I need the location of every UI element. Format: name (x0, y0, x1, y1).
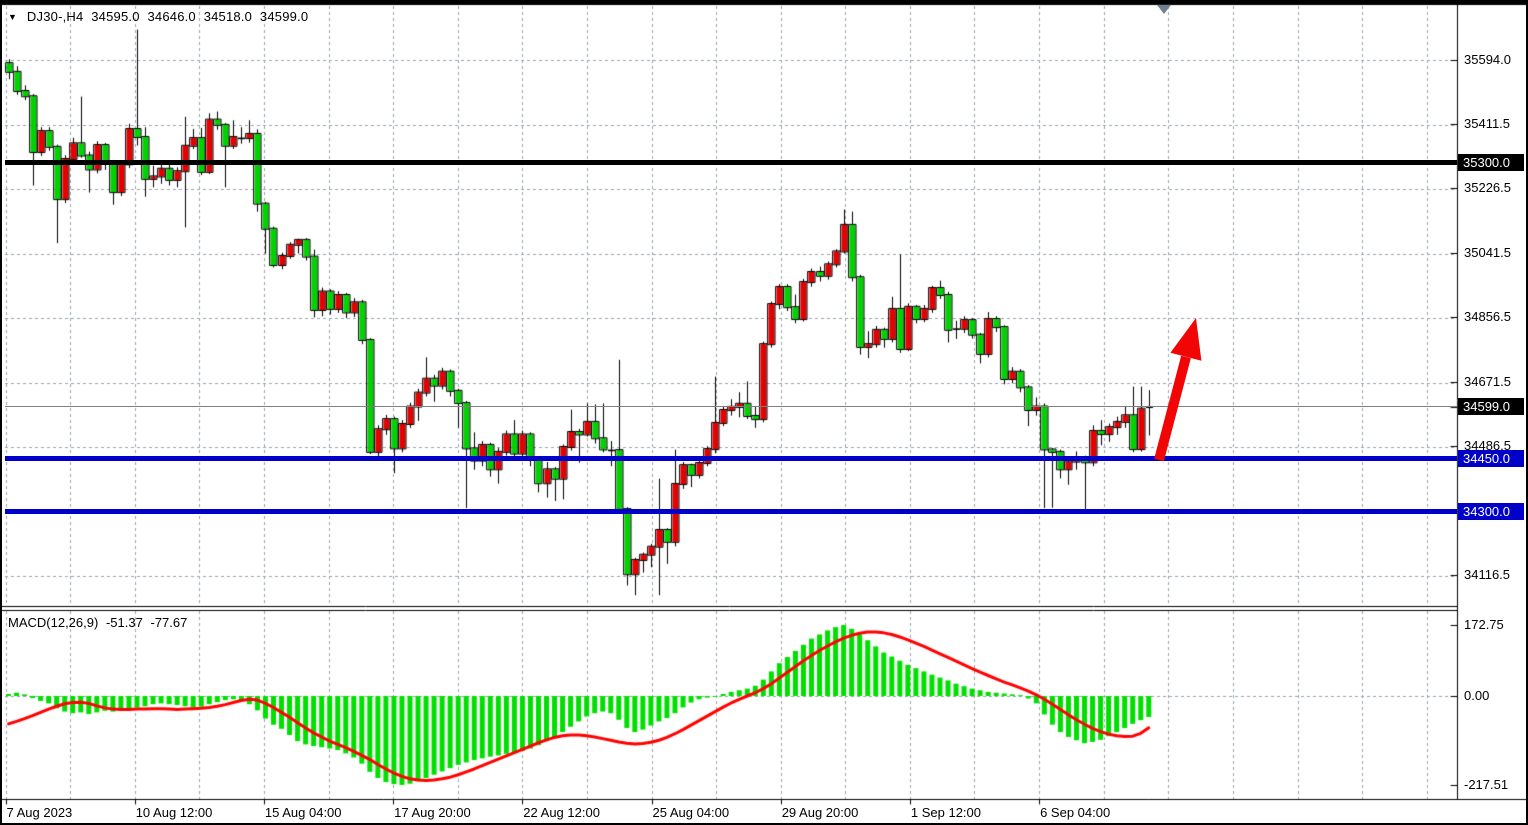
price-tick-label: 34116.5 (1464, 567, 1511, 583)
price-tick-label: 35411.5 (1464, 115, 1511, 131)
price-tick-label: 34486.5 (1464, 438, 1511, 454)
price-tick-label: 35226.5 (1464, 180, 1511, 196)
time-tick-label: 15 Aug 04:00 (264, 805, 342, 820)
support-line-lower[interactable] (5, 508, 1457, 514)
time-tick-label: 10 Aug 12:00 (135, 805, 213, 820)
time-tick-label: 7 Aug 2023 (6, 805, 73, 820)
price-badge-35300-0: 35300.0 (1458, 154, 1524, 171)
bullish-arrow-annotation[interactable] (1142, 302, 1212, 472)
time-tick-label: 1 Sep 12:00 (910, 805, 982, 820)
macd-indicator-label: MACD(12,26,9) -51.37 -77.67 (8, 615, 191, 630)
macd-tick-label: 172.75 (1464, 617, 1504, 633)
ohlc-close: 34599.0 (259, 9, 309, 24)
macd-signal-value: -77.67 (150, 615, 188, 630)
price-tick-label: 34671.5 (1464, 373, 1511, 389)
time-tick-label: 17 Aug 20:00 (394, 805, 471, 820)
ohlc-low: 34518.0 (203, 9, 253, 24)
macd-tick-label: 0.00 (1464, 688, 1490, 703)
price-badge-34300-0: 34300.0 (1458, 502, 1524, 520)
time-tick-label: 22 Aug 12:00 (523, 805, 600, 820)
current-price-line (5, 406, 1457, 408)
chart-title: ▼ DJ30-,H4 34595.0 34646.0 34518.0 34599… (8, 9, 312, 24)
ohlc-open: 34595.0 (91, 9, 140, 24)
symbol-dropdown-icon[interactable]: ▼ (8, 12, 18, 22)
price-badge-34599-0: 34599.0 (1458, 398, 1524, 416)
price-tick-label: 35594.0 (1464, 52, 1511, 67)
chart-scroll-marker[interactable] (1157, 5, 1171, 14)
symbol-timeframe-label: DJ30-,H4 (26, 9, 84, 24)
price-badge-34450-0: 34450.0 (1458, 450, 1524, 468)
resistance-line[interactable] (5, 160, 1457, 165)
macd-main-value: -51.37 (105, 615, 143, 630)
macd-tick-label: -217.51 (1464, 777, 1509, 793)
price-tick-label: 35041.5 (1464, 244, 1511, 260)
price-tick-label: 34856.5 (1464, 309, 1511, 325)
time-tick-label: 29 Aug 20:00 (781, 805, 859, 820)
time-tick-label: 25 Aug 04:00 (652, 805, 730, 820)
support-line-upper[interactable] (5, 456, 1457, 462)
ohlc-high: 34646.0 (147, 9, 196, 24)
macd-params-label: MACD(12,26,9) (8, 615, 99, 630)
time-tick-label: 6 Sep 04:00 (1040, 805, 1111, 820)
